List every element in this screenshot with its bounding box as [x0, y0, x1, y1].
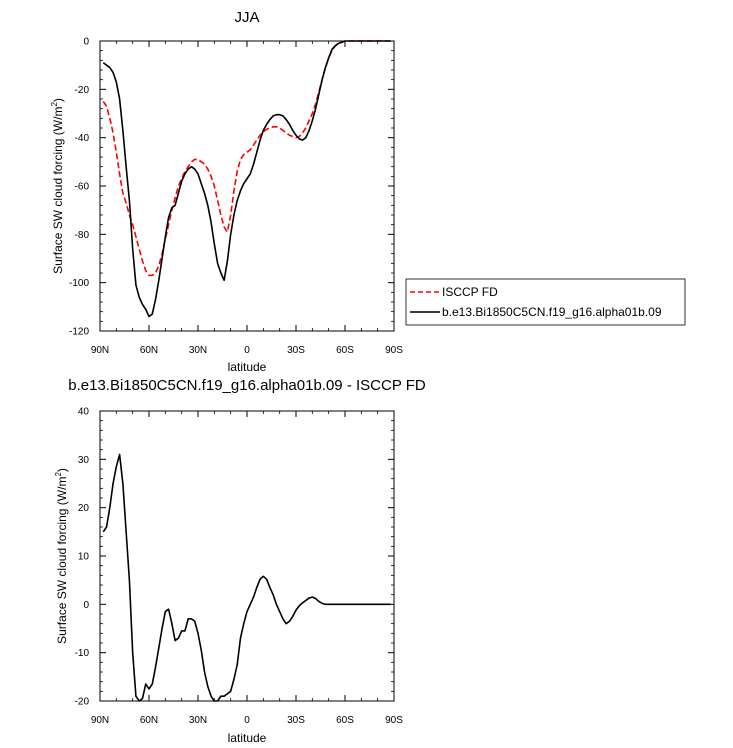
bottom-y-tick-label: 30	[78, 455, 90, 466]
bottom-x-tick-label: 90N	[91, 715, 109, 726]
top-x-tick-label: 60S	[336, 345, 354, 356]
legend-label-model: b.e13.Bi1850C5CN.f19_g16.alpha01b.09	[442, 305, 662, 319]
top-series	[102, 40, 391, 318]
top-y-tick-label: -120	[69, 327, 89, 338]
top-x-tick-label: 30S	[287, 345, 305, 356]
bottom-y-tick-label: 20	[78, 503, 90, 514]
legend: ISCCP FD b.e13.Bi1850C5CN.f19_g16.alpha0…	[405, 278, 686, 326]
bottom-x-tick-label: 60N	[140, 715, 158, 726]
top-x-tick-label: 90N	[91, 345, 109, 356]
top-chart-title: JJA	[234, 9, 259, 26]
bottom-y-tick-label: 0	[83, 600, 89, 611]
top-y-tick-label: -20	[75, 85, 90, 96]
bottom-x-tick-label: 60S	[336, 715, 354, 726]
top-ticks: 90N 60N 30N 0 30S 60S 90S 0 -20 -40 -60 -80 -100 -120	[69, 37, 403, 357]
bottom-y-tick-label: 10	[78, 552, 90, 563]
top-y-tick-label: -80	[75, 230, 90, 241]
bottom-series	[102, 453, 391, 702]
top-x-tick-label: 30N	[189, 345, 207, 356]
top-y-tick-label: -40	[75, 133, 90, 144]
bottom-x-tick-label: 0	[244, 715, 250, 726]
top-y-tick-label: 0	[83, 37, 89, 48]
bottom-y-tick-label: -20	[75, 697, 90, 708]
top-series-line-1	[102, 40, 391, 318]
bottom-x-tick-label: 30S	[287, 715, 305, 726]
top-x-tick-label: 60N	[140, 345, 158, 356]
top-x-tick-label: 90S	[385, 345, 403, 356]
bottom-y-tick-label: -10	[75, 648, 90, 659]
bottom-y-tick-label: 40	[78, 407, 90, 418]
bottom-panel: b.e13.Bi1850C5CN.f19_g16.alpha01b.09 - I…	[54, 377, 426, 745]
bottom-series-line-0	[102, 453, 391, 702]
bottom-y-axis-label: Surface SW cloud forcing (W/m2)	[54, 468, 69, 644]
bottom-plot-frame	[99, 410, 395, 702]
bottom-x-tick-label: 90S	[385, 715, 403, 726]
top-x-axis-label: latitude	[228, 360, 267, 374]
top-x-tick-label: 0	[244, 345, 250, 356]
top-series-line-0	[102, 40, 391, 277]
bottom-chart-title: b.e13.Bi1850C5CN.f19_g16.alpha01b.09 - I…	[68, 377, 426, 394]
top-panel: JJA 90N 60N 30N 0 30S 60S 90S 0 -20 -40 -60 -80 -100…	[50, 9, 686, 374]
bottom-x-axis-label: latitude	[228, 731, 267, 745]
top-plot-frame	[99, 40, 395, 332]
top-y-tick-label: -60	[75, 182, 90, 193]
legend-label-isccp: ISCCP FD	[442, 285, 498, 299]
bottom-x-tick-label: 30N	[189, 715, 207, 726]
top-y-axis-label: Surface SW cloud forcing (W/m2)	[50, 98, 65, 274]
top-y-tick-label: -100	[69, 278, 89, 289]
legend-box	[405, 278, 686, 326]
bottom-ticks: 90N 60N 30N 0 30S 60S 90S 40 30 20 10 0 -10 -20	[75, 407, 404, 727]
